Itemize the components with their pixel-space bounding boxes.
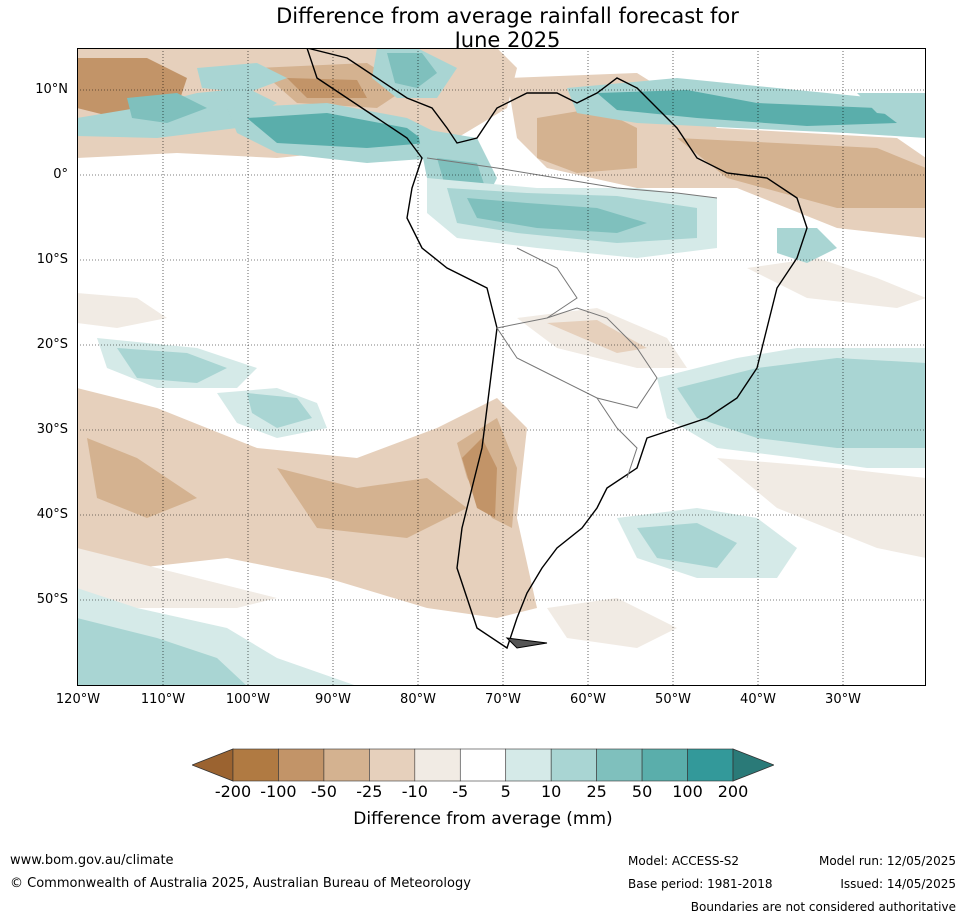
colorbar-box	[459, 748, 507, 782]
footer-copyright: © Commonwealth of Australia 2025, Austra…	[10, 876, 471, 891]
lon-label-30w: 30°W	[825, 692, 861, 707]
map-svg	[77, 48, 926, 686]
graticule	[77, 48, 926, 686]
colorbar-tick-label: -200	[214, 782, 252, 801]
rainfall-map	[77, 48, 926, 686]
colorbar-tick-label: -50	[310, 782, 337, 801]
colorbar-box	[505, 748, 552, 782]
lon-label-90w: 90°W	[315, 692, 351, 707]
colorbar-box	[414, 748, 461, 782]
footer-base-period: Base period: 1981-2018	[628, 877, 773, 891]
lat-label-30s: 30°S	[36, 422, 68, 437]
footer-model-run: Model run: 12/05/2025	[818, 854, 956, 868]
lon-label-100w: 100°W	[225, 692, 271, 707]
colorbar-box	[323, 748, 370, 782]
lat-label-50s: 50°S	[36, 592, 68, 607]
colorbar-tick-label: 50	[631, 782, 653, 801]
lat-label-0: 0°	[53, 167, 68, 182]
footer-disclaimer: Boundaries are not considered authoritat…	[690, 900, 956, 914]
lat-label-10s: 10°S	[36, 252, 68, 267]
lat-label-40s: 40°S	[36, 507, 68, 522]
colorbar-box	[369, 748, 416, 782]
lon-label-70w: 70°W	[485, 692, 521, 707]
lon-label-50w: 50°W	[655, 692, 691, 707]
lon-label-80w: 80°W	[400, 692, 436, 707]
colorbar-tick-label: -25	[356, 782, 383, 801]
colorbar	[192, 748, 774, 782]
colorbar-box	[596, 748, 643, 782]
colorbar-tick-label: 100	[672, 782, 703, 801]
lat-label-10n: 10°N	[35, 82, 68, 97]
footer-issued: Issued: 14/05/2025	[840, 877, 956, 891]
lat-label-20s: 20°S	[36, 337, 68, 352]
colorbar-box	[641, 748, 688, 782]
colorbar-box	[550, 748, 597, 782]
footer-website: www.bom.gov.au/climate	[10, 853, 174, 868]
colorbar-arrow-right	[732, 748, 774, 782]
colorbar-box	[278, 748, 325, 782]
land-boundaries	[306, 48, 808, 650]
colorbar-box	[232, 748, 279, 782]
footer-model: Model: ACCESS-S2	[628, 854, 740, 868]
colorbar-tick-label: 10	[540, 782, 562, 801]
colorbar-tick-label: 5	[500, 782, 511, 801]
title-line-1: Difference from average rainfall forecas…	[276, 4, 739, 28]
colorbar-tick-label: 200	[717, 782, 749, 801]
colorbar-boxes	[232, 748, 734, 782]
wet-anomaly-regions	[77, 48, 926, 686]
lon-label-40w: 40°W	[740, 692, 776, 707]
colorbar-tick-label: -100	[260, 782, 297, 801]
chart-title: Difference from average rainfall forecas…	[180, 4, 835, 52]
colorbar-title: Difference from average (mm)	[353, 809, 613, 829]
lon-label-120w: 120°W	[55, 692, 101, 707]
colorbar-box	[687, 748, 734, 782]
map-border	[77, 48, 926, 686]
lon-label-60w: 60°W	[570, 692, 606, 707]
colorbar-tick-label: 25	[586, 782, 607, 801]
colorbar-tick-label: -10	[401, 782, 428, 801]
colorbar-tick-label: -5	[452, 782, 469, 801]
lon-label-110w: 110°W	[140, 692, 186, 707]
colorbar-arrow-left	[192, 748, 234, 782]
